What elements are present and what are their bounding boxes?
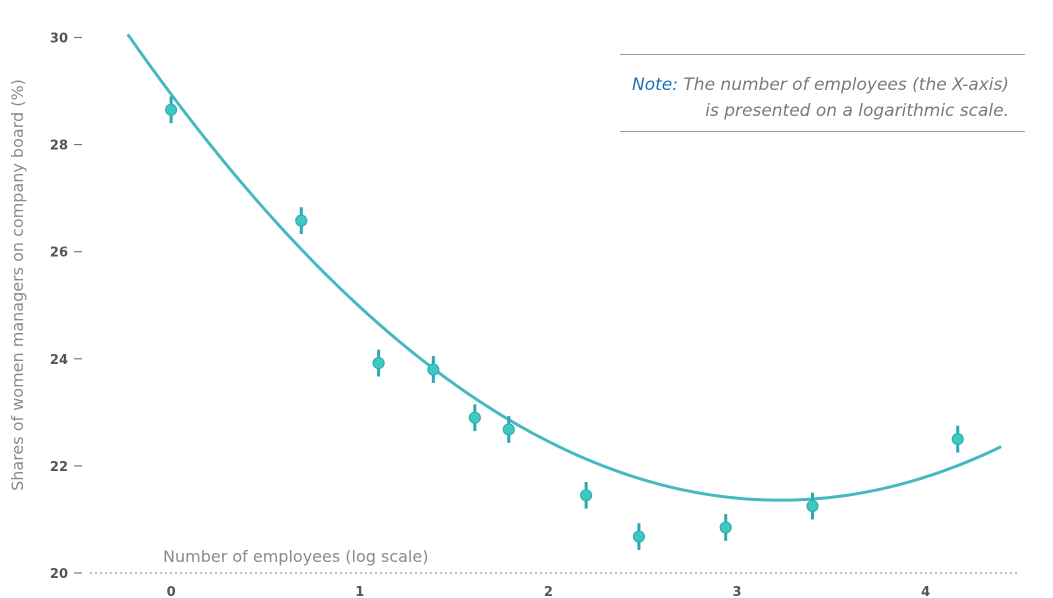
x-axis: 0 1 2 3 4: [167, 585, 931, 598]
y-tick-label: 28: [50, 139, 68, 154]
data-point: [165, 96, 178, 124]
y-tick-label: 20: [50, 567, 68, 582]
point-marker: [165, 103, 178, 116]
data-point: [719, 514, 732, 541]
x-tick-label: 2: [544, 585, 553, 598]
point-marker: [806, 499, 819, 513]
point-marker: [372, 356, 385, 370]
point-marker: [719, 521, 732, 534]
y-tick-label: 22: [50, 460, 68, 475]
point-marker: [427, 363, 440, 376]
data-point: [468, 404, 481, 432]
x-tick-label: 1: [355, 585, 364, 598]
y-tick-label: 30: [50, 31, 68, 46]
note-line-1: Note: The number of employees (the X-axi…: [632, 75, 1009, 95]
data-point: [580, 481, 593, 509]
data-point: [427, 356, 440, 383]
point-marker: [951, 433, 964, 446]
note-text-1: The number of employees (the X-axis): [683, 75, 1009, 95]
y-tick-label: 24: [50, 353, 68, 368]
fit-curve: [126, 33, 1002, 502]
data-point: [951, 425, 964, 453]
data-point: [372, 349, 385, 377]
point-marker: [502, 423, 515, 436]
point-marker: [295, 214, 308, 227]
x-tick-label: 4: [921, 585, 930, 598]
y-axis-title: Shares of women managers on company boar…: [8, 79, 27, 491]
x-tick-label: 3: [733, 585, 742, 598]
note-box: Note: The number of employees (the X-axi…: [620, 54, 1025, 132]
y-tick-label: 26: [50, 246, 68, 261]
point-marker: [468, 411, 481, 424]
note-label: Note:: [632, 75, 678, 95]
x-tick-label: 0: [167, 585, 176, 598]
data-point: [806, 492, 819, 520]
y-axis: 20 22 24 26 28 30: [50, 31, 82, 582]
note-line-2: is presented on a logarithmic scale.: [705, 101, 1009, 121]
point-marker: [580, 489, 593, 502]
data-point: [632, 523, 646, 550]
x-axis-title: Number of employees (log scale): [163, 547, 428, 566]
point-marker: [632, 530, 646, 543]
data-point: [295, 207, 308, 235]
data-point: [502, 416, 515, 443]
data-points: [165, 96, 964, 550]
